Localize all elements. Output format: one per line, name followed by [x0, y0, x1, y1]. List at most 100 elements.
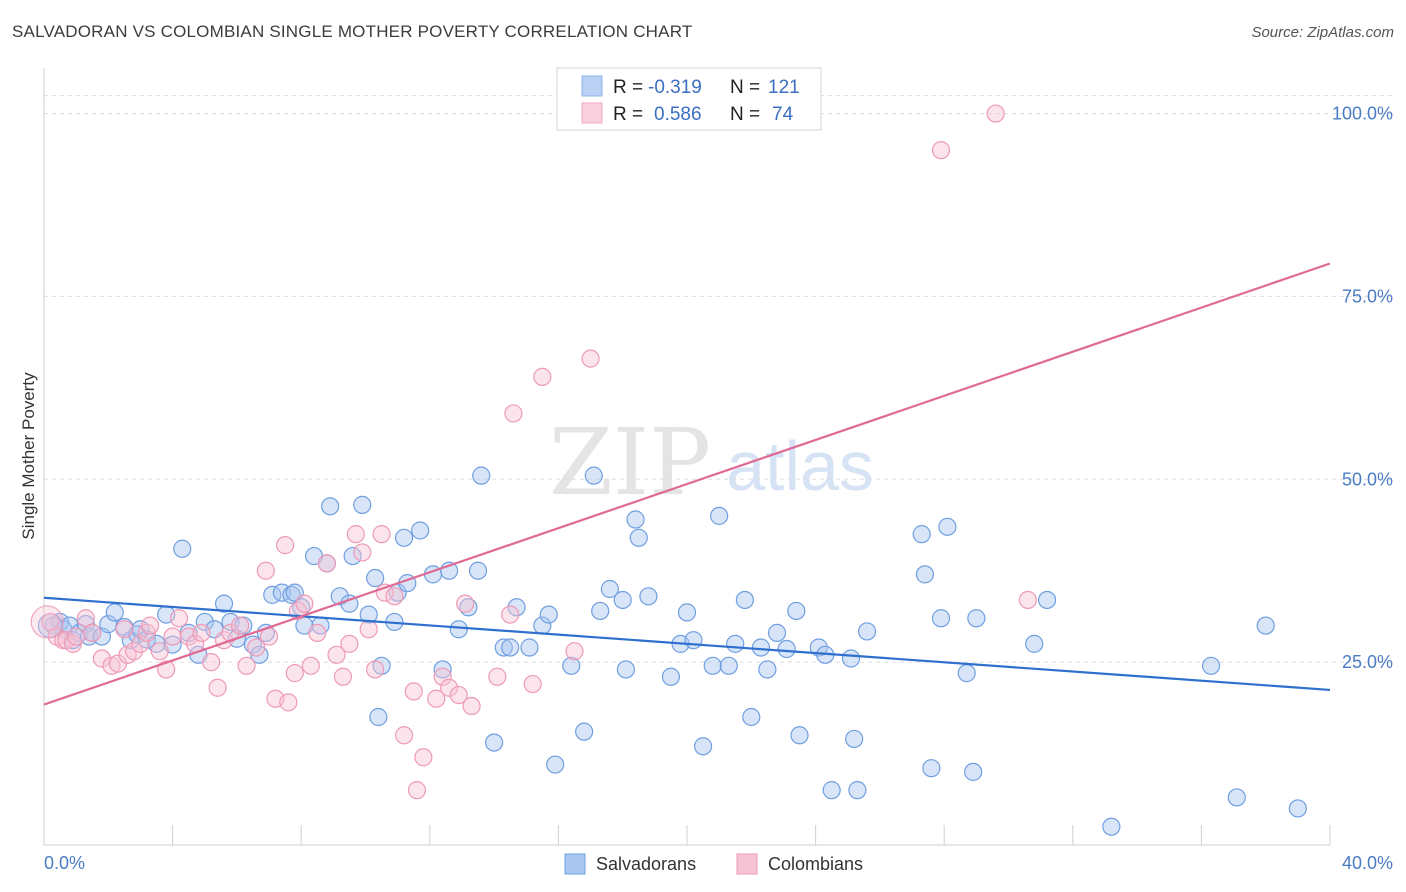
colombian-point [488, 667, 507, 686]
salvadoran-point [243, 635, 263, 654]
colombian-point [317, 554, 337, 573]
colombian-point [295, 594, 314, 613]
salvadoran-point [1037, 590, 1057, 610]
salvadoran-point [626, 510, 645, 529]
colombian-point [259, 627, 279, 646]
axes [43, 68, 1331, 846]
trend-lines [43, 262, 1331, 706]
salvadoran-point [787, 601, 806, 621]
y-axis-title: Single Mother Poverty [19, 372, 38, 540]
colombian-point [192, 623, 211, 642]
colombian-point [359, 620, 378, 639]
colombian-point [124, 642, 144, 661]
salvadoran-point [1256, 616, 1275, 635]
salvadoran-point [938, 517, 957, 536]
colombian-point [256, 561, 275, 580]
salvadoran-point [613, 590, 632, 610]
salvadoran-point [468, 561, 488, 580]
y-tick-label: 100.0% [1332, 104, 1393, 124]
salvadoran-point [366, 568, 385, 588]
salvadoran-point [520, 638, 539, 657]
salvadoran-point [848, 781, 867, 800]
colombian-point [83, 623, 102, 642]
salvadoran-point [639, 587, 658, 606]
salvadoran-point [957, 664, 976, 683]
salvadoran-point [214, 594, 234, 613]
salvadoran-point [494, 638, 513, 657]
chart-title: SALVADORAN VS COLOMBIAN SINGLE MOTHER PO… [12, 22, 693, 41]
colombian-point [581, 349, 600, 368]
colombian-point [501, 605, 520, 624]
salvadoran-point [411, 521, 430, 540]
salvadoran-point [369, 707, 388, 727]
colombian-point [931, 141, 951, 160]
colombian-point [439, 678, 459, 697]
salvadorans-trend-line [43, 596, 1331, 692]
salvadoran-point [507, 598, 526, 617]
salvadoran-point [922, 759, 941, 778]
salvadoran-point [321, 497, 340, 516]
colombian-point [169, 609, 189, 628]
salvadoran-point [964, 762, 983, 781]
colombian-point [1018, 590, 1037, 610]
grid-lines [44, 95, 1392, 663]
colombian-point [150, 642, 169, 661]
colombian-point [30, 605, 64, 639]
salvadorans-points [37, 466, 1307, 836]
x-tick-label-min: 0.0% [44, 853, 85, 873]
colombian-point [533, 367, 552, 386]
colombian-point [115, 620, 134, 639]
source-credit: Source: ZipAtlas.com [1251, 24, 1394, 41]
salvadoran-point [809, 638, 828, 657]
colombian-point [237, 656, 256, 675]
salvadoran-point [758, 660, 777, 679]
salvadoran-point [684, 631, 703, 650]
legend-n-label: N = [730, 104, 760, 125]
salvadoran-point [562, 656, 581, 675]
colombian-point [140, 616, 160, 635]
colombians-trend-line [43, 262, 1331, 706]
y-tick-labels: 25.0% 50.0% 75.0% 100.0% [1332, 104, 1393, 673]
salvadoran-point [912, 525, 931, 544]
colombian-point [131, 634, 150, 653]
colombian-point [565, 642, 584, 661]
colombian-point [285, 664, 304, 683]
legend-r-value: -0.319 [648, 77, 702, 98]
legend-n-value: 121 [768, 77, 800, 98]
colombian-point [333, 667, 353, 686]
salvadoran-point [719, 656, 738, 675]
legend-n-value: 74 [772, 104, 794, 125]
salvadoran-point [790, 726, 809, 745]
legend-r-value: 0.586 [654, 104, 702, 125]
salvadoran-point [472, 466, 491, 485]
series-legend-swatch-colombians [736, 853, 758, 875]
salvadoran-point [841, 649, 861, 668]
colombian-point [372, 525, 391, 544]
colombian-point [67, 627, 86, 646]
x-tick-label-max: 40.0% [1342, 853, 1393, 873]
salvadoran-point [501, 638, 520, 657]
series-legend-swatch-salvadorans [564, 853, 586, 875]
colombian-point [353, 543, 372, 562]
legend-n-label: N = [730, 77, 760, 98]
colombian-point [202, 653, 221, 672]
colombian-point [523, 674, 542, 694]
salvadoran-point [726, 634, 745, 653]
y-tick-label: 75.0% [1342, 286, 1393, 306]
colombian-point [449, 685, 468, 705]
series-legend: Salvadorans Colombians [564, 853, 863, 875]
watermark: ZIP atlas [549, 409, 874, 516]
colombian-point [163, 627, 182, 646]
colombian-point [385, 587, 404, 606]
colombian-point [462, 696, 481, 716]
colombian-point [276, 536, 295, 555]
salvadoran-point [282, 585, 301, 604]
salvadoran-point [703, 656, 722, 675]
salvadoran-point [1102, 817, 1121, 836]
colombian-point [308, 623, 327, 642]
salvadoran-point [735, 590, 754, 610]
salvadoran-point [915, 565, 935, 584]
salvadoran-point [575, 722, 594, 741]
salvadoran-point [195, 612, 214, 632]
